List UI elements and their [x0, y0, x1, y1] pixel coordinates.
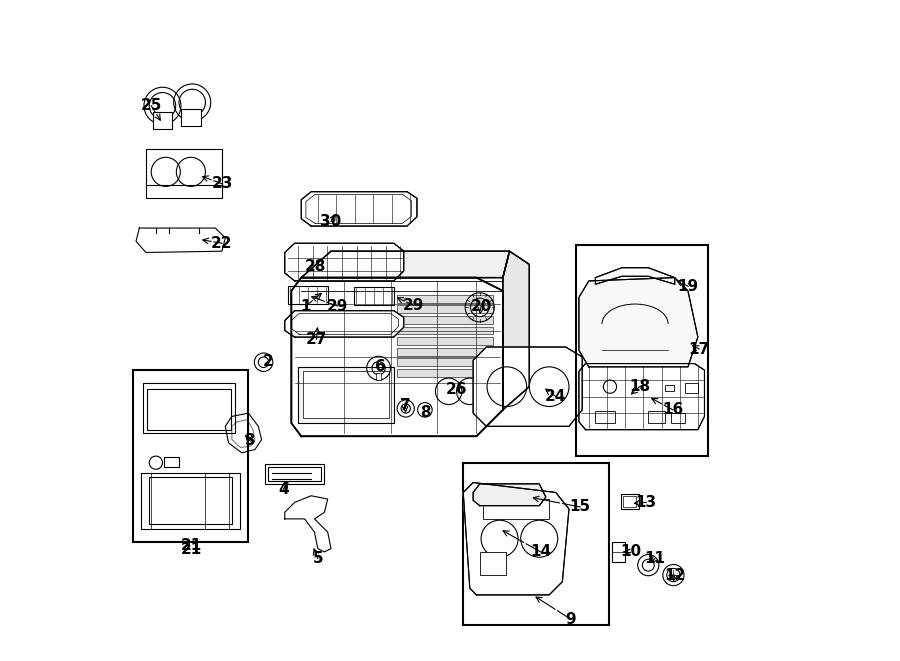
- Text: 23: 23: [212, 176, 232, 191]
- Text: 29: 29: [327, 299, 348, 313]
- Bar: [612, 542, 625, 562]
- Text: 16: 16: [662, 403, 683, 417]
- Text: 6: 6: [375, 360, 386, 374]
- Text: 21: 21: [180, 538, 202, 553]
- Text: 12: 12: [664, 568, 686, 582]
- Text: 30: 30: [320, 214, 342, 229]
- FancyBboxPatch shape: [141, 473, 240, 529]
- Polygon shape: [284, 243, 404, 281]
- Bar: [132, 370, 248, 542]
- Polygon shape: [302, 192, 417, 226]
- Polygon shape: [284, 311, 404, 337]
- Bar: [483, 499, 549, 519]
- Text: 15: 15: [570, 500, 590, 514]
- Text: 14: 14: [530, 545, 551, 559]
- FancyBboxPatch shape: [397, 369, 493, 377]
- Text: 8: 8: [420, 405, 431, 420]
- Bar: [298, 367, 394, 423]
- Text: 25: 25: [140, 98, 162, 113]
- FancyBboxPatch shape: [397, 295, 493, 303]
- Text: 7: 7: [400, 399, 410, 413]
- Bar: [596, 411, 616, 423]
- Polygon shape: [579, 364, 705, 430]
- Text: 11: 11: [644, 551, 665, 566]
- FancyBboxPatch shape: [397, 327, 493, 334]
- Bar: [620, 494, 639, 509]
- Bar: [288, 286, 328, 304]
- FancyBboxPatch shape: [142, 383, 235, 433]
- Text: 13: 13: [635, 495, 657, 510]
- FancyBboxPatch shape: [397, 337, 493, 345]
- Polygon shape: [503, 251, 529, 410]
- Text: 2: 2: [263, 354, 274, 369]
- Bar: [464, 463, 608, 625]
- Text: 22: 22: [212, 236, 233, 251]
- FancyBboxPatch shape: [397, 316, 493, 324]
- Bar: [303, 371, 389, 418]
- Text: 29: 29: [403, 298, 424, 313]
- Text: 5: 5: [312, 551, 323, 566]
- Bar: [268, 467, 321, 481]
- FancyBboxPatch shape: [149, 477, 232, 524]
- Bar: [480, 552, 506, 575]
- FancyBboxPatch shape: [181, 109, 201, 126]
- Bar: [685, 383, 698, 393]
- FancyBboxPatch shape: [397, 358, 493, 366]
- Text: 10: 10: [620, 545, 641, 559]
- Bar: [576, 245, 707, 456]
- Polygon shape: [473, 484, 545, 506]
- Text: 9: 9: [566, 612, 576, 627]
- Text: 1: 1: [301, 299, 311, 313]
- Text: 20: 20: [471, 299, 491, 313]
- Text: 21: 21: [180, 543, 202, 557]
- Bar: [165, 457, 179, 467]
- Bar: [665, 385, 674, 391]
- Bar: [623, 496, 636, 507]
- Text: 3: 3: [245, 434, 256, 448]
- Text: 28: 28: [304, 259, 326, 274]
- Text: 19: 19: [678, 279, 698, 293]
- FancyBboxPatch shape: [148, 389, 230, 430]
- FancyBboxPatch shape: [146, 149, 222, 198]
- Bar: [265, 464, 324, 484]
- FancyBboxPatch shape: [397, 348, 493, 356]
- Text: 24: 24: [545, 389, 566, 404]
- Text: 18: 18: [630, 379, 651, 393]
- Polygon shape: [292, 278, 503, 436]
- FancyBboxPatch shape: [397, 305, 493, 313]
- Bar: [671, 413, 685, 423]
- Text: 17: 17: [688, 342, 710, 356]
- Text: 27: 27: [306, 332, 328, 346]
- Polygon shape: [473, 347, 582, 426]
- Polygon shape: [302, 251, 509, 278]
- Bar: [648, 411, 665, 423]
- Polygon shape: [596, 268, 675, 284]
- Bar: [376, 373, 382, 380]
- Bar: [355, 287, 394, 305]
- Text: 26: 26: [446, 383, 467, 397]
- Polygon shape: [464, 483, 569, 595]
- FancyBboxPatch shape: [153, 112, 173, 129]
- Text: 4: 4: [278, 482, 289, 496]
- Polygon shape: [579, 278, 698, 367]
